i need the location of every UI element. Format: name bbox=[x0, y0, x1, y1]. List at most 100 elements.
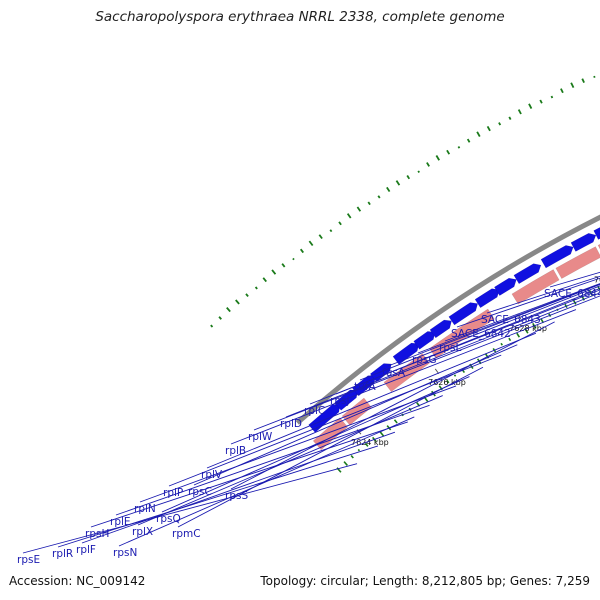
gene-label-rplX: rplX bbox=[132, 526, 153, 538]
label-leader-lines bbox=[22, 271, 600, 554]
backbone-ring bbox=[295, 214, 600, 425]
forward-gene bbox=[540, 245, 574, 269]
gc-skew-tick bbox=[466, 138, 471, 143]
leader-line bbox=[161, 376, 470, 513]
gc-skew-tick bbox=[435, 155, 440, 161]
leader-line bbox=[359, 285, 600, 381]
gc-content-tick bbox=[350, 454, 354, 459]
gene-label-tufA: tufA bbox=[354, 381, 376, 393]
gc-skew-tick bbox=[308, 240, 314, 247]
gc-content-tick bbox=[379, 430, 385, 437]
gc-content-tick bbox=[453, 374, 457, 377]
gc-skew-tick bbox=[395, 180, 401, 186]
gc-skew-tick bbox=[318, 234, 323, 240]
reverse-strand-track bbox=[312, 243, 600, 451]
gc-content-tick bbox=[364, 442, 369, 447]
reverse-gene bbox=[383, 353, 430, 393]
gene-label-rpmC: rpmC bbox=[172, 528, 201, 540]
gene-label-rplF: rplF bbox=[76, 544, 96, 556]
gene-label-rplP: rplP bbox=[163, 487, 183, 499]
gc-skew-tick bbox=[550, 95, 554, 99]
leader-line bbox=[230, 321, 555, 490]
gc-content-tick bbox=[357, 448, 361, 452]
leader-line bbox=[137, 395, 443, 526]
forward-gene bbox=[493, 277, 517, 296]
leader-line bbox=[230, 309, 577, 445]
gc-skew-tick bbox=[486, 125, 491, 132]
forward-gene bbox=[413, 331, 436, 350]
gene-label-rpsG: rpsG bbox=[412, 354, 437, 366]
gc-skew-tick bbox=[346, 213, 352, 219]
leader-line bbox=[285, 292, 600, 418]
leader-line bbox=[177, 366, 484, 528]
gene-label-rpsL: rpsL bbox=[439, 342, 461, 354]
scale-label: 7630 kbp bbox=[594, 276, 600, 285]
gc-skew-tick bbox=[560, 88, 564, 94]
leader-line bbox=[57, 445, 379, 548]
gc-skew-tick bbox=[476, 131, 481, 137]
gc-skew-tick bbox=[254, 286, 258, 290]
gc-skew-tick bbox=[426, 162, 430, 167]
gc-skew-tick bbox=[406, 175, 411, 180]
reverse-gene bbox=[555, 246, 600, 279]
leader-line bbox=[168, 354, 502, 487]
gc-skew-tick bbox=[498, 122, 502, 126]
gc-skew-tick bbox=[218, 316, 222, 320]
gc-content-tick bbox=[343, 461, 348, 466]
gene-label-SACE_6842: SACE_6842 bbox=[451, 328, 511, 340]
leader-line bbox=[90, 421, 408, 528]
leader-line bbox=[206, 332, 537, 469]
gene-label-rpsC: rpsC bbox=[188, 486, 212, 498]
gc-content-tick bbox=[516, 332, 521, 338]
gc-skew-tick bbox=[356, 206, 362, 212]
leader-line bbox=[456, 277, 600, 328]
forward-gene bbox=[513, 263, 542, 285]
gc-skew-tick bbox=[446, 149, 451, 155]
gene-label-fusA: fusA bbox=[382, 367, 406, 379]
gc-content-tick bbox=[588, 290, 593, 296]
gc-skew-tick bbox=[570, 82, 575, 89]
forward-gene bbox=[474, 288, 500, 309]
gene-label-rpsJ: rpsJ bbox=[330, 395, 350, 407]
forward-gene bbox=[570, 233, 597, 252]
gene-label-rplV: rplV bbox=[201, 469, 223, 481]
gene-label-rpsE: rpsE bbox=[17, 554, 40, 566]
gene-label-rplE: rplE bbox=[110, 516, 131, 528]
forward-strand-track bbox=[308, 227, 600, 433]
reverse-gene bbox=[511, 269, 560, 305]
gc-skew-tick bbox=[367, 201, 371, 206]
gc-skew-tick bbox=[226, 307, 231, 313]
scale-label: 7626 kbp bbox=[428, 378, 466, 387]
gc-skew-tick bbox=[271, 269, 277, 275]
gene-label-rplD: rplD bbox=[280, 418, 302, 430]
leader-line bbox=[118, 416, 415, 547]
gene-label-rpsS: rpsS bbox=[225, 490, 248, 502]
leader-line bbox=[444, 283, 600, 342]
topology-label: Topology: circular; Length: 8,212,805 bp… bbox=[260, 574, 590, 588]
gc-content-tick bbox=[393, 419, 398, 424]
gc-content-tick bbox=[446, 379, 450, 384]
gene-label-rpsH: rpsH bbox=[85, 528, 109, 540]
gene-label-rplC: rplC bbox=[304, 405, 325, 417]
leader-line bbox=[335, 287, 600, 395]
gc-skew-tick bbox=[593, 75, 596, 79]
gene-label-SACE_6843: SACE_6843 bbox=[481, 314, 541, 326]
scale-label: 7624 kbp bbox=[351, 438, 389, 447]
gene-label-SACE_6844: SACE_6844 bbox=[544, 288, 600, 300]
gc-skew-tick bbox=[517, 109, 522, 115]
gc-skew-tick bbox=[457, 146, 461, 149]
leader-line bbox=[81, 431, 396, 544]
gc-skew-tick bbox=[245, 293, 249, 298]
gc-skew-tick bbox=[235, 299, 240, 305]
gc-skew-tick bbox=[338, 221, 342, 226]
forward-gene bbox=[369, 363, 392, 383]
leader-line bbox=[193, 344, 518, 486]
gc-skew-tick bbox=[581, 78, 585, 84]
gc-skew-tick bbox=[210, 324, 214, 328]
leader-line bbox=[253, 295, 600, 431]
gc-content-tick bbox=[500, 342, 503, 346]
gene-label-rplW: rplW bbox=[248, 431, 273, 443]
gc-skew-tick bbox=[377, 195, 381, 199]
